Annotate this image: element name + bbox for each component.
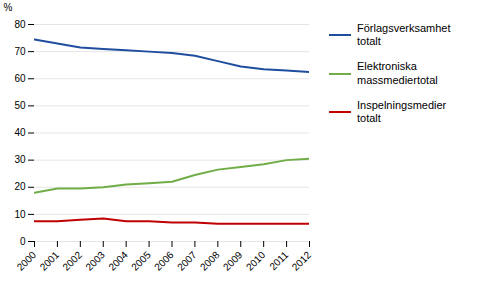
svg-text:2008: 2008 (198, 249, 222, 273)
svg-text:2000: 2000 (15, 249, 39, 273)
html-text:Inspelningsmedier totalt: Inspelningsmedier totalt (357, 98, 447, 124)
svg-text:50: 50 (14, 100, 26, 111)
svg-text:%: % (4, 2, 13, 13)
svg-text:2011: 2011 (267, 249, 290, 272)
svg-text:2006: 2006 (152, 249, 176, 273)
svg-text:70: 70 (14, 46, 26, 57)
html-text:Elektroniska massmediertotal: Elektroniska massmediertotal (357, 60, 438, 86)
svg-text:2002: 2002 (60, 249, 84, 273)
svg-text:2010: 2010 (244, 249, 268, 273)
svg-text:0: 0 (20, 236, 26, 247)
svg-text:2004: 2004 (106, 249, 130, 273)
svg-text:2005: 2005 (129, 249, 153, 273)
svg-text:2001: 2001 (38, 249, 62, 273)
svg-text:2012: 2012 (290, 249, 314, 273)
svg-text:40: 40 (14, 127, 26, 138)
svg-text:30: 30 (14, 154, 26, 165)
svg-text:60: 60 (14, 73, 26, 84)
svg-text:10: 10 (14, 209, 26, 220)
svg-text:2007: 2007 (175, 249, 199, 273)
html-text:Förlagsverksamhet totalt: Förlagsverksamhet totalt (357, 22, 451, 48)
svg-text:80: 80 (14, 19, 26, 30)
svg-text:2003: 2003 (83, 249, 107, 273)
svg-text:2009: 2009 (221, 249, 245, 273)
svg-text:20: 20 (14, 181, 26, 192)
